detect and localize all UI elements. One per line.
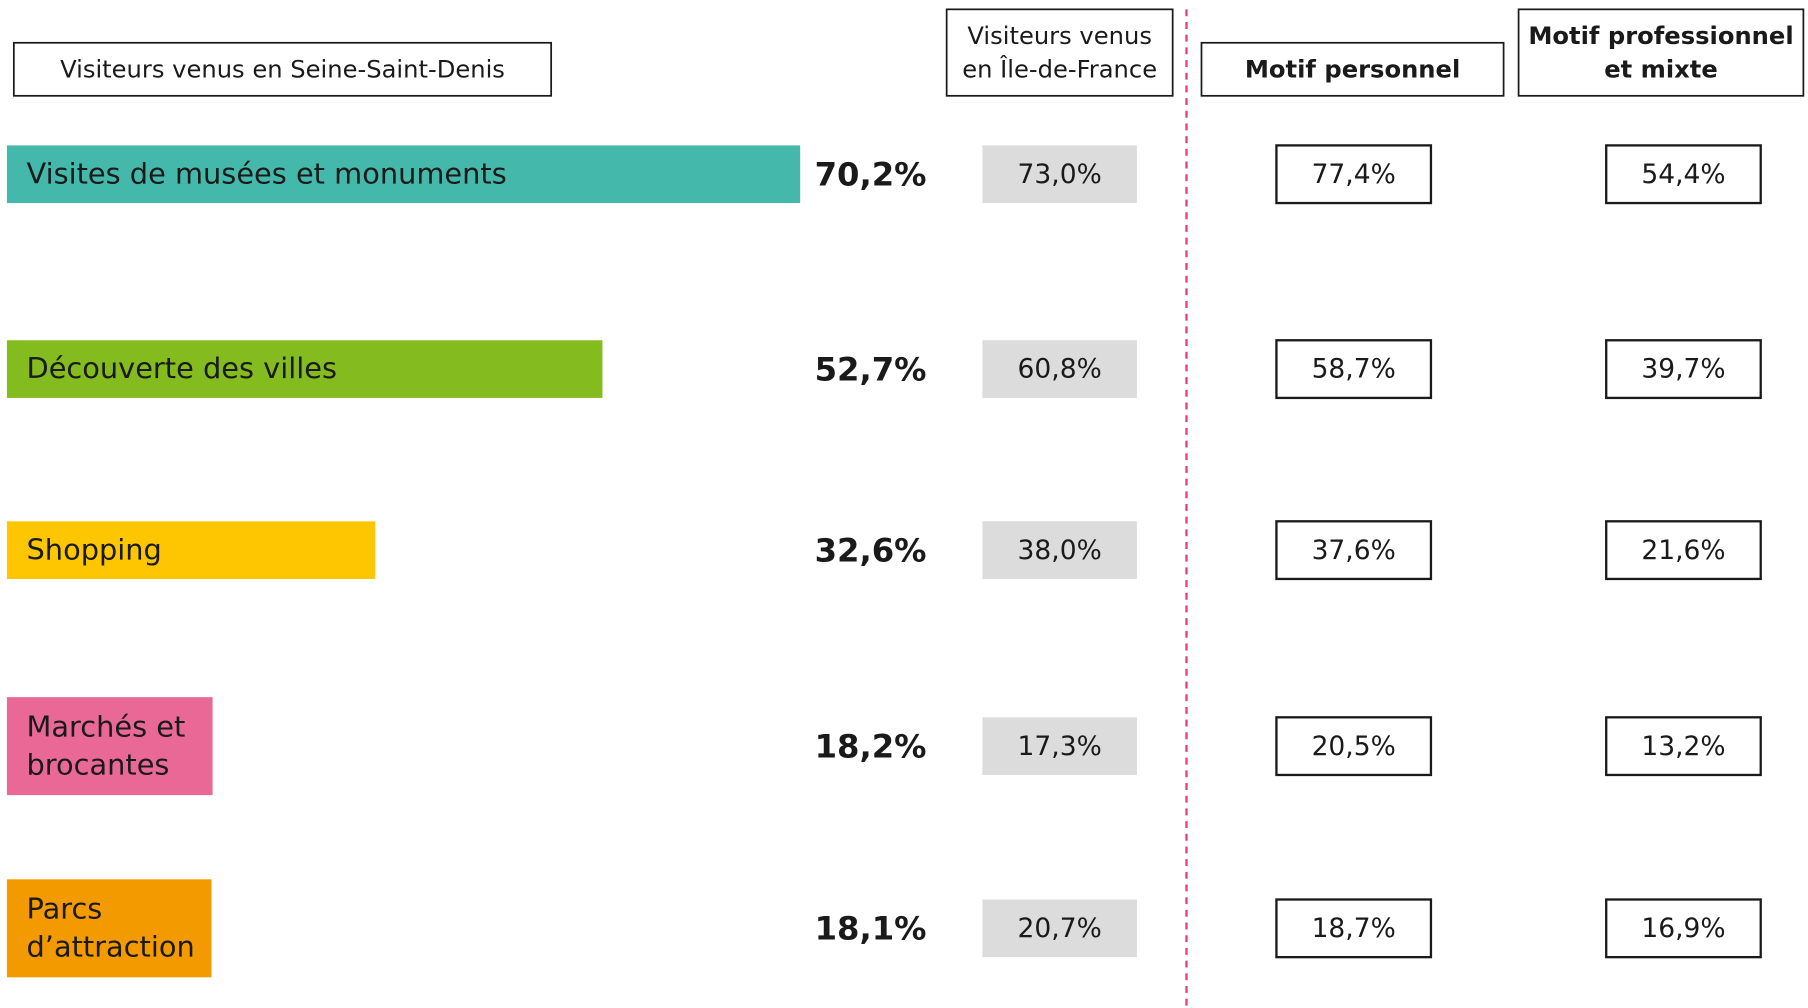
value-label: 20,5%	[1312, 731, 1396, 762]
value-box	[982, 899, 1137, 958]
value-box	[1605, 898, 1762, 959]
header-label: Motif personnel	[1245, 55, 1460, 83]
value-label: 38,0%	[1018, 535, 1102, 566]
bar	[6, 879, 212, 978]
value-label: 17,3%	[1018, 731, 1102, 762]
value-box	[1605, 716, 1762, 777]
header-box	[1517, 8, 1805, 97]
bar	[6, 340, 603, 398]
value-label: 60,8%	[1018, 354, 1102, 385]
value-box	[1275, 339, 1433, 400]
category-label: brocantes	[27, 747, 170, 781]
category-label: Découverte des villes	[27, 351, 337, 385]
header-label: Visiteurs venus en Seine-Saint-Denis	[60, 55, 505, 83]
value-label: 13,2%	[1641, 731, 1725, 762]
value-box	[1275, 898, 1433, 959]
value-label: 52,7%	[815, 350, 927, 388]
value-label: 77,4%	[1312, 159, 1396, 190]
value-box	[1275, 716, 1433, 777]
bar	[6, 521, 376, 579]
value-label: 58,7%	[1312, 354, 1396, 385]
category-label: Shopping	[27, 532, 162, 566]
value-label: 18,7%	[1312, 913, 1396, 944]
value-label: 18,2%	[815, 727, 927, 765]
value-box	[1605, 144, 1762, 205]
value-label: 37,6%	[1312, 535, 1396, 566]
value-label: 54,4%	[1641, 159, 1725, 190]
header-label: en Île-de-France	[962, 54, 1157, 83]
bar	[6, 145, 801, 204]
header-box	[12, 41, 553, 97]
header-box	[945, 8, 1174, 97]
value-box	[982, 521, 1137, 579]
value-label: 70,2%	[815, 156, 927, 194]
category-label: d’attraction	[27, 930, 195, 964]
value-label: 21,6%	[1641, 535, 1725, 566]
value-label: 73,0%	[1018, 159, 1102, 190]
value-box	[1605, 339, 1762, 400]
category-label: Marchés et	[27, 709, 186, 743]
value-box	[1275, 144, 1433, 205]
category-label: Visites de musées et monuments	[27, 156, 507, 190]
bar	[6, 697, 213, 796]
value-label: 16,9%	[1641, 913, 1725, 944]
value-label: 20,7%	[1018, 913, 1102, 944]
value-label: 39,7%	[1641, 354, 1725, 385]
value-label: 18,1%	[815, 910, 927, 948]
header-label: Motif professionnel	[1528, 22, 1793, 50]
value-box	[1605, 520, 1762, 581]
header-label: Visiteurs venus	[967, 22, 1152, 50]
value-box	[982, 145, 1137, 204]
value-box	[982, 340, 1137, 398]
header-label: et mixte	[1604, 55, 1718, 83]
category-label: Parcs	[27, 891, 103, 925]
value-label: 32,6%	[815, 531, 927, 569]
value-box	[982, 717, 1137, 775]
header-box	[1200, 41, 1505, 97]
value-box	[1275, 520, 1433, 581]
